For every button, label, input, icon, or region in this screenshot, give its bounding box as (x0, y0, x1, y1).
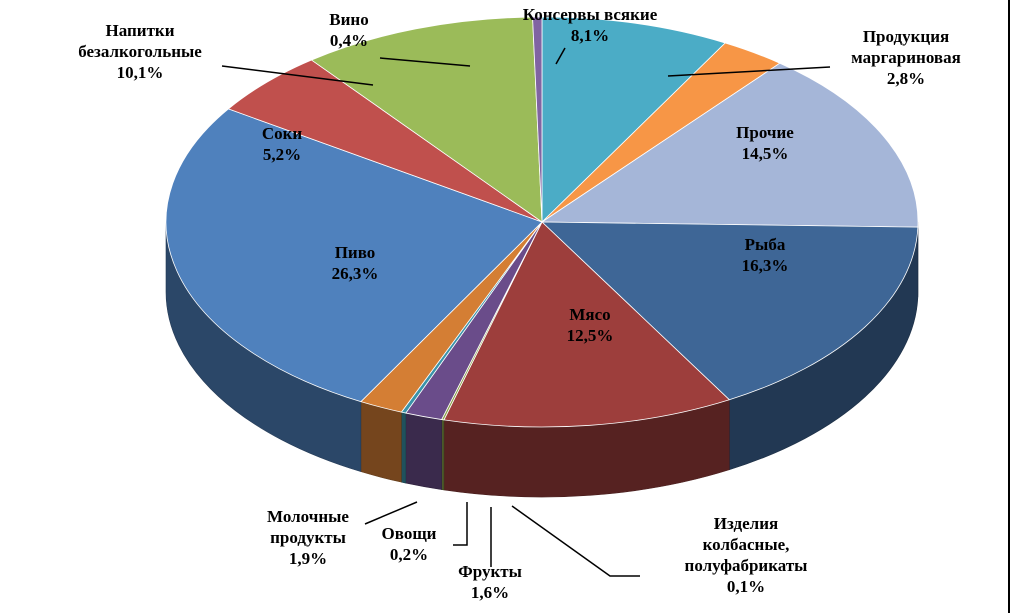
data-label-7: Овощи 0,2% (382, 524, 437, 564)
pie-slice-12 (532, 16, 543, 223)
leader-line-7 (453, 502, 468, 546)
pie-slice-9 (165, 108, 543, 403)
pie-side-8 (360, 401, 402, 483)
pie-side-6 (405, 412, 442, 490)
data-label-5: Изделия колбасные, полуфабрикаты 0,1% (685, 514, 808, 596)
data-label-8: Молочные продукты 1,9% (267, 507, 349, 568)
slice-value-label: 10,1% (117, 63, 164, 82)
slice-name-label: продукты (270, 528, 346, 547)
slice-name-label: Вино (329, 10, 368, 29)
leader-line-0 (555, 47, 566, 65)
slice-value-label: 2,8% (887, 69, 925, 88)
leader-line-12 (379, 57, 471, 67)
data-label-10: Соки 5,2% (262, 124, 303, 164)
slice-value-label: 26,3% (332, 264, 379, 283)
slice-name-label: Напитки (105, 21, 174, 40)
slice-name-label: полуфабрикаты (685, 556, 808, 575)
slice-name-label: Фрукты (458, 562, 522, 581)
pie-side-5 (441, 419, 445, 491)
slice-value-label: 1,6% (471, 583, 509, 602)
leader-line-5 (511, 505, 640, 577)
leader-line-11 (221, 65, 374, 86)
data-labels: Консервы всякие 8,1% Продукция маргариновая… (78, 5, 961, 602)
slice-value-label: 8,1% (571, 26, 609, 45)
slice-value-label: 5,2% (263, 145, 301, 164)
pie-slice-2 (540, 62, 919, 228)
leader-line-1 (667, 66, 831, 77)
slice-name-label: Консервы всякие (523, 5, 658, 24)
data-label-4: Мясо 12,5% (567, 305, 614, 345)
data-label-9: Пиво 26,3% (332, 243, 379, 283)
slice-name-label: Продукция (863, 27, 949, 46)
slice-value-label: 0,4% (330, 31, 368, 50)
slice-name-label: колбасные, (703, 535, 790, 554)
slice-name-label: Мясо (569, 305, 610, 324)
pie-sides (165, 221, 919, 498)
leader-lines (221, 47, 831, 577)
pie-slice-0 (541, 16, 726, 223)
slice-name-label: Прочие (736, 123, 794, 142)
data-label-2: Прочие 14,5% (736, 123, 794, 163)
slice-name-label: Соки (262, 124, 303, 143)
slice-name-label: Изделия (714, 514, 778, 533)
data-label-12: Вино 0,4% (329, 10, 368, 50)
slice-name-label: безалкогольные (78, 42, 202, 61)
pie-slice-3 (540, 221, 919, 401)
slice-value-label: 16,3% (742, 256, 789, 275)
slice-value-label: 1,9% (289, 549, 327, 568)
data-label-1: Продукция маргариновая 2,8% (851, 27, 961, 88)
slice-name-label: маргариновая (851, 48, 961, 67)
leader-line-8 (364, 501, 418, 525)
data-label-3: Рыба 16,3% (742, 235, 789, 275)
pie-slice-4 (443, 221, 731, 428)
pie-top (165, 16, 919, 428)
slice-value-label: 0,1% (727, 577, 765, 596)
slice-name-label: Овощи (382, 524, 437, 543)
slice-value-label: 14,5% (742, 144, 789, 163)
data-label-6: Фрукты 1,6% (458, 562, 522, 602)
slice-name-label: Рыба (745, 235, 786, 254)
slice-name-label: Пиво (335, 243, 376, 262)
data-label-0: Консервы всякие 8,1% (523, 5, 658, 45)
data-label-11: Напитки безалкогольные 10,1% (78, 21, 202, 82)
slice-value-label: 0,2% (390, 545, 428, 564)
slice-value-label: 12,5% (567, 326, 614, 345)
pie-slice-11 (310, 16, 543, 223)
slice-name-label: Молочные (267, 507, 349, 526)
pie-side-7 (401, 411, 407, 484)
